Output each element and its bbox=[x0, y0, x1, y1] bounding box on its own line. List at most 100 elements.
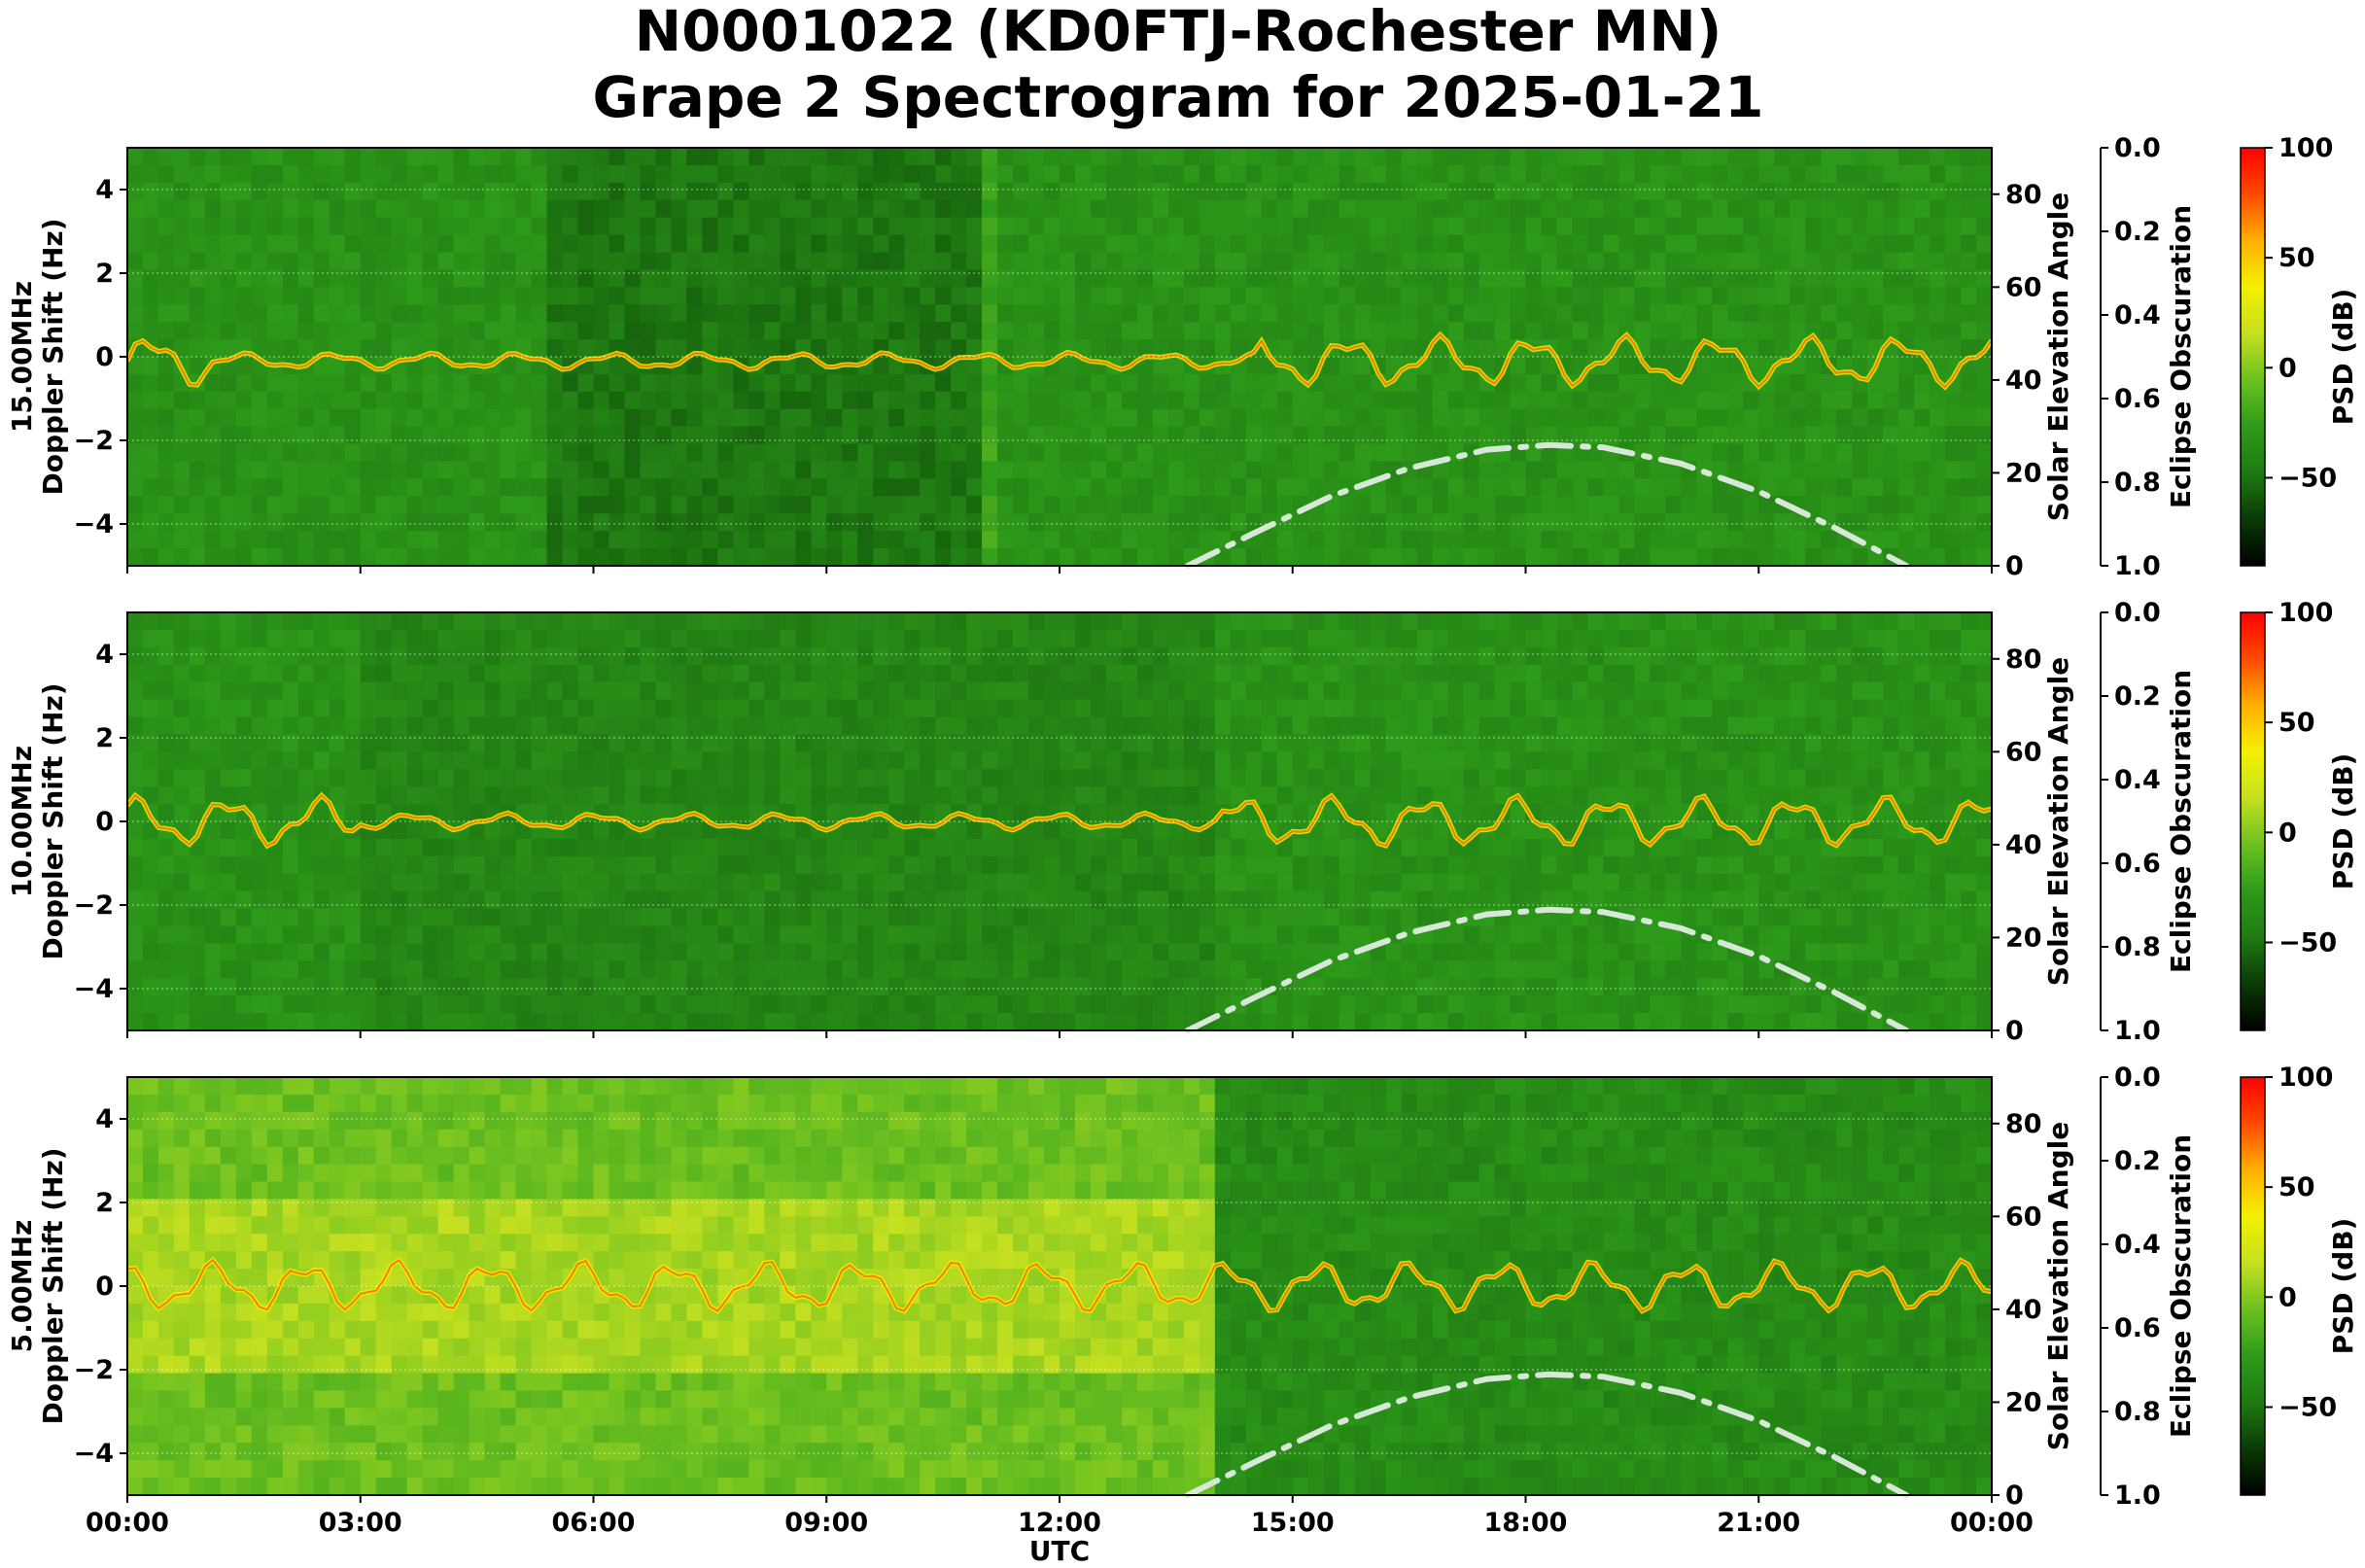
heatmap-cell bbox=[1681, 478, 1697, 497]
heatmap-cell bbox=[235, 855, 253, 875]
heatmap-cell bbox=[1587, 199, 1605, 219]
heatmap-cell bbox=[391, 339, 408, 358]
heatmap-cell bbox=[220, 838, 237, 857]
heatmap-cell bbox=[1028, 234, 1045, 254]
heatmap-cell bbox=[1883, 252, 1899, 271]
heatmap-cell bbox=[1323, 322, 1340, 340]
heatmap-cell bbox=[577, 873, 595, 892]
heatmap-cell bbox=[1961, 496, 1977, 514]
heatmap-cell bbox=[1370, 496, 1387, 514]
heatmap-cell bbox=[1370, 548, 1387, 567]
heatmap-cell bbox=[1603, 513, 1619, 532]
heatmap-cell bbox=[593, 612, 610, 631]
heatmap-cell bbox=[329, 995, 346, 1014]
heatmap-cell bbox=[593, 699, 610, 718]
heatmap-cell bbox=[624, 287, 642, 305]
heatmap-cell bbox=[640, 461, 657, 480]
heatmap-cell bbox=[235, 217, 253, 236]
heatmap-cell bbox=[1261, 373, 1278, 393]
heatmap-cell bbox=[157, 322, 175, 340]
heatmap-cell bbox=[500, 734, 517, 752]
heatmap-cell bbox=[655, 716, 673, 736]
heatmap-cell bbox=[1354, 217, 1372, 236]
heatmap-cell bbox=[142, 1013, 159, 1031]
heatmap-cell bbox=[624, 855, 642, 875]
heatmap-cell bbox=[624, 426, 642, 445]
heatmap-cell bbox=[1758, 234, 1775, 254]
heatmap-cell bbox=[780, 357, 796, 375]
heatmap-cell bbox=[1339, 855, 1356, 875]
heatmap-cell bbox=[1152, 995, 1169, 1014]
heatmap-cell bbox=[1060, 357, 1076, 375]
heatmap-cell bbox=[375, 234, 393, 254]
heatmap-cell bbox=[640, 629, 657, 648]
heatmap-cell bbox=[826, 548, 843, 567]
heatmap-cell bbox=[733, 461, 749, 480]
heatmap-cell bbox=[1090, 786, 1107, 805]
heatmap-cell bbox=[1090, 838, 1107, 857]
heatmap-cell bbox=[313, 164, 330, 184]
heatmap-cell bbox=[562, 513, 579, 532]
heatmap-cell bbox=[189, 664, 206, 683]
heatmap-cell bbox=[142, 612, 159, 631]
heatmap-cell bbox=[717, 769, 734, 787]
heatmap-cell bbox=[173, 629, 191, 648]
heatmap-cell bbox=[951, 443, 967, 463]
heatmap-cell bbox=[1525, 217, 1543, 236]
heatmap-cell bbox=[1976, 269, 1993, 288]
heatmap-cell bbox=[1556, 408, 1574, 428]
colorbar-tick-label: 0 bbox=[2278, 353, 2297, 383]
heatmap-cell bbox=[1370, 681, 1387, 701]
heatmap-cell bbox=[251, 164, 268, 184]
heatmap-cell bbox=[733, 612, 749, 631]
heatmap-cell bbox=[1447, 716, 1465, 736]
heatmap-cell bbox=[982, 373, 998, 393]
heatmap-cell bbox=[733, 391, 749, 410]
heatmap-cell bbox=[157, 716, 175, 736]
heatmap-cell bbox=[1572, 164, 1589, 184]
heatmap-cell bbox=[500, 699, 517, 718]
heatmap-cell bbox=[624, 786, 642, 805]
heatmap-cell bbox=[235, 978, 253, 996]
heatmap-cell bbox=[1665, 269, 1682, 288]
heatmap-cell bbox=[966, 629, 983, 648]
heatmap-cell bbox=[997, 873, 1014, 892]
heatmap-cell bbox=[515, 873, 533, 892]
heatmap-cell bbox=[251, 716, 268, 736]
heatmap-cell bbox=[251, 426, 268, 445]
heatmap-cell bbox=[982, 199, 998, 219]
heatmap-cell bbox=[1152, 148, 1169, 166]
heatmap-cell bbox=[1447, 804, 1465, 822]
heatmap-cell bbox=[1852, 322, 1868, 340]
heatmap-cell bbox=[733, 646, 749, 666]
heatmap-cell bbox=[951, 199, 967, 219]
heatmap-cell bbox=[935, 664, 952, 683]
heatmap-cell bbox=[1821, 164, 1837, 184]
heatmap-cell bbox=[329, 629, 346, 648]
heatmap-cell bbox=[1790, 373, 1806, 393]
heatmap-cell bbox=[1525, 391, 1543, 410]
heatmap-cell bbox=[1245, 978, 1263, 996]
heatmap-cell bbox=[966, 925, 983, 945]
heatmap-cell bbox=[1758, 461, 1775, 480]
heatmap-cell bbox=[1074, 664, 1092, 683]
heatmap-cell bbox=[266, 531, 284, 549]
heatmap-cell bbox=[282, 890, 299, 910]
heatmap-cell bbox=[142, 629, 159, 648]
heatmap-cell bbox=[1307, 164, 1325, 184]
heatmap-cell bbox=[1074, 612, 1092, 631]
heatmap-cell bbox=[406, 751, 424, 770]
heatmap-cell bbox=[609, 373, 626, 393]
heatmap-cell bbox=[857, 890, 874, 910]
heatmap-cell bbox=[1121, 664, 1138, 683]
heatmap-cell bbox=[1276, 164, 1294, 184]
heatmap-cell bbox=[920, 960, 936, 979]
heatmap-cell bbox=[1852, 408, 1868, 428]
heatmap-cell bbox=[1665, 164, 1682, 184]
heatmap-cell bbox=[329, 182, 346, 201]
heatmap-cell bbox=[1090, 531, 1107, 549]
heatmap-cell bbox=[1060, 716, 1076, 736]
heatmap-cell bbox=[1930, 408, 1946, 428]
heatmap-cell bbox=[220, 960, 237, 979]
heatmap-cell bbox=[142, 148, 159, 166]
